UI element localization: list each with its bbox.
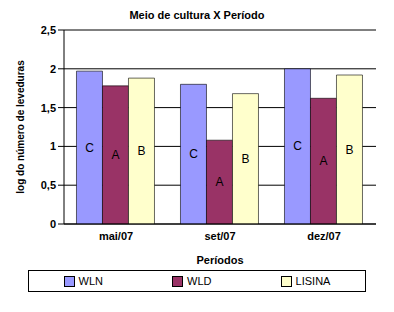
- svg-text:C: C: [85, 141, 94, 155]
- svg-text:A: A: [215, 175, 223, 189]
- svg-text:Períodos: Períodos: [196, 254, 243, 266]
- svg-text:1: 1: [50, 140, 56, 152]
- svg-text:C: C: [189, 147, 198, 161]
- html-text:LISINA: LISINA: [295, 275, 331, 287]
- svg-text:B: B: [241, 152, 249, 166]
- svg-text:mai/07: mai/07: [99, 230, 133, 242]
- svg-text:A: A: [319, 154, 327, 168]
- svg-text:1,5: 1,5: [41, 102, 56, 114]
- svg-text:set/07: set/07: [204, 230, 235, 242]
- svg-text:0: 0: [50, 218, 56, 230]
- svg-text:2: 2: [50, 63, 56, 75]
- svg-text:B: B: [137, 144, 145, 158]
- svg-text:B: B: [345, 143, 353, 157]
- svg-text:A: A: [111, 148, 119, 162]
- html-text:Meio de cultura X Período: Meio de cultura X Período: [129, 9, 265, 21]
- svg-text:0,5: 0,5: [41, 179, 56, 191]
- html-text:WLN: WLN: [78, 275, 103, 287]
- html-text:WLD: WLD: [187, 275, 212, 287]
- svg-text:dez/07: dez/07: [307, 230, 341, 242]
- svg-text:C: C: [293, 139, 302, 153]
- svg-text:log do número de leveduras: log do número de leveduras: [15, 60, 26, 194]
- svg-text:2,5: 2,5: [41, 24, 56, 36]
